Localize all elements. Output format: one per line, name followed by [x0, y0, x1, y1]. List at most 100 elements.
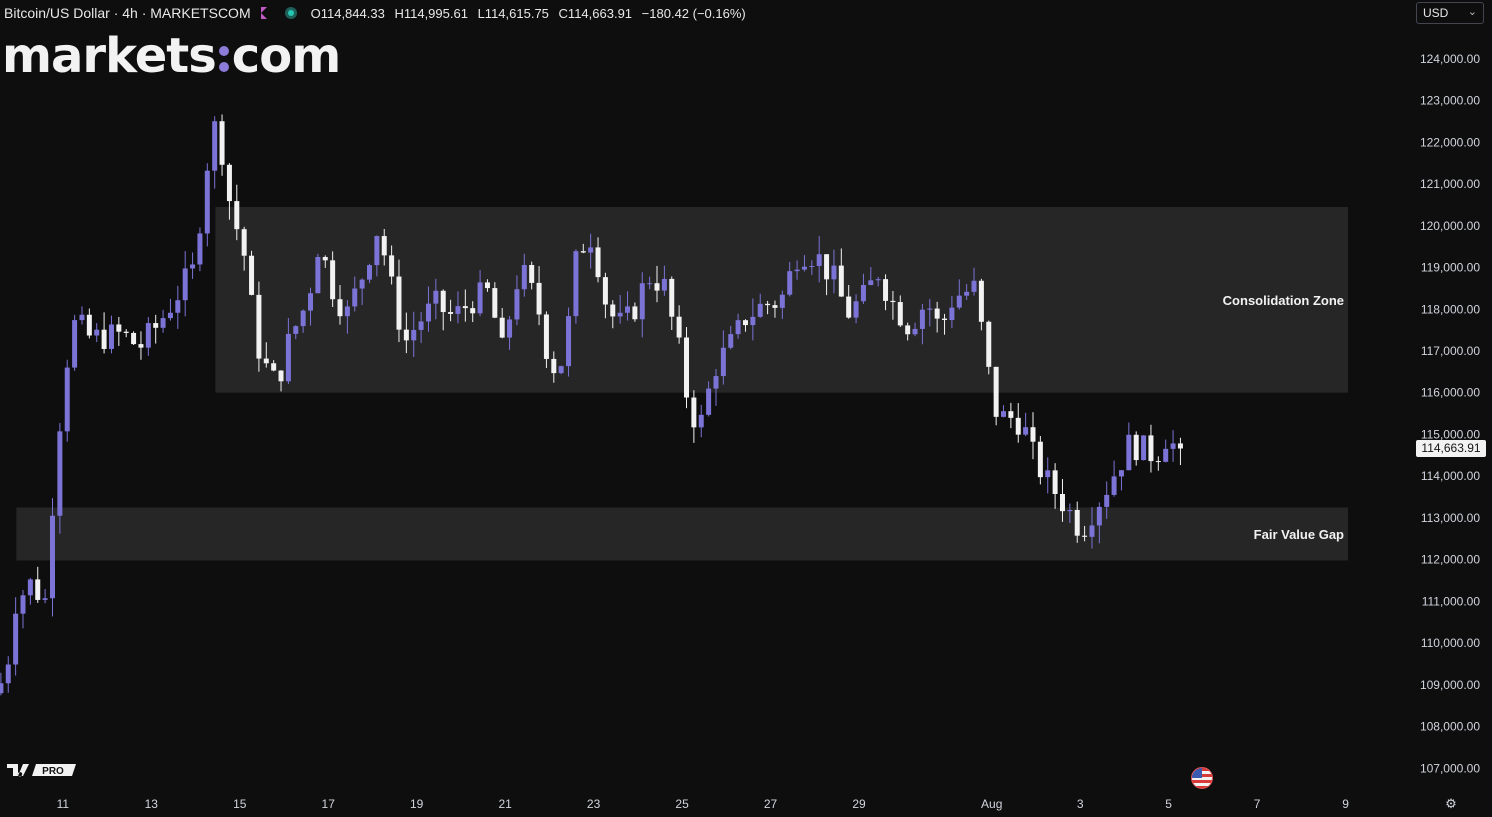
candle-body: [625, 306, 631, 313]
zone-1[interactable]: [16, 507, 1348, 561]
logo-colon-icon: [217, 44, 231, 74]
y-axis[interactable]: 124,000.00 123,000.00 122,000.00 121,000.00…: [1420, 52, 1480, 775]
close-value: C114,663.91: [558, 5, 633, 21]
candle-body: [794, 269, 800, 272]
open-value: O114,844.33: [310, 5, 385, 21]
tradingview-logo[interactable]: PRO: [6, 762, 76, 778]
x-tick-label: Aug: [981, 797, 1002, 811]
currency-select[interactable]: USD ⌄: [1416, 2, 1484, 24]
candle-body: [330, 260, 336, 300]
candle-body: [956, 295, 962, 308]
candle: [234, 184, 240, 241]
candle-body: [779, 294, 785, 308]
candle: [1118, 469, 1124, 491]
candle: [912, 322, 918, 337]
us-flag-icon[interactable]: [1191, 767, 1213, 789]
candle: [145, 316, 151, 356]
candle: [374, 235, 380, 277]
candle-body: [661, 278, 667, 291]
flag-icon[interactable]: [260, 7, 267, 19]
candle-body: [853, 301, 859, 318]
candle: [905, 322, 911, 341]
candle: [440, 289, 446, 331]
x-tick-label: 15: [233, 797, 247, 811]
candle-body: [42, 598, 48, 600]
candle: [543, 311, 549, 369]
candle: [964, 283, 970, 300]
candle-body: [639, 283, 645, 320]
candle: [595, 237, 601, 283]
candle: [1126, 422, 1132, 471]
candle-body: [226, 164, 232, 202]
candle: [263, 342, 269, 368]
candle-body: [366, 265, 372, 280]
candle: [691, 390, 697, 443]
symbol-title[interactable]: Bitcoin/US Dollar · 4h · MARKETSCOM: [4, 5, 251, 21]
candle-body: [64, 367, 70, 432]
candle-body: [787, 271, 793, 295]
y-tick-label: 121,000.00: [1420, 177, 1480, 191]
x-tick-label: 19: [410, 797, 424, 811]
candle: [330, 251, 336, 308]
x-tick-label: 21: [498, 797, 512, 811]
candle-body: [293, 326, 299, 334]
candle: [1111, 460, 1117, 497]
candle-body: [123, 331, 129, 333]
candle: [131, 331, 137, 345]
candle-body: [595, 247, 601, 278]
candle: [1074, 501, 1080, 543]
candle: [625, 291, 631, 321]
candle-body: [897, 302, 903, 326]
market-status-icon[interactable]: [284, 7, 297, 19]
candle-body: [588, 247, 594, 253]
candle: [617, 294, 623, 324]
candle-body: [986, 321, 992, 367]
candle-body: [691, 397, 697, 428]
y-tick-label: 112,000.00: [1421, 553, 1480, 567]
candle: [978, 278, 984, 331]
candle: [868, 267, 874, 286]
candle: [411, 311, 417, 357]
settings-icon[interactable]: ⚙: [1445, 796, 1457, 811]
candle: [94, 323, 100, 343]
candle: [971, 267, 977, 296]
candle: [470, 301, 476, 323]
candle-body: [514, 289, 520, 320]
candle-body: [344, 306, 350, 317]
candle: [1045, 457, 1051, 494]
candle: [1148, 424, 1154, 473]
candle-body: [742, 320, 748, 326]
candle: [860, 273, 866, 304]
candle: [285, 318, 291, 385]
candle: [278, 370, 284, 392]
candle: [551, 351, 557, 383]
candle: [249, 250, 255, 296]
candle-body: [153, 323, 159, 328]
x-tick-label: 27: [764, 797, 778, 811]
candle-body: [1133, 434, 1139, 461]
x-axis[interactable]: 11 13 15 17 19 21 23 25 27 29 Aug 3 5 7 9: [57, 797, 1350, 811]
candle-body: [79, 314, 85, 321]
x-tick-label: 13: [145, 797, 159, 811]
candle: [241, 226, 247, 271]
candle: [492, 282, 498, 319]
candle: [271, 360, 277, 372]
candle-body: [654, 283, 660, 291]
candle: [308, 287, 314, 326]
candle-body: [1126, 434, 1132, 471]
candle-body: [403, 329, 409, 341]
candle-body: [285, 333, 291, 382]
candle: [396, 259, 402, 343]
candle-body: [108, 324, 114, 349]
candle-body: [1111, 476, 1117, 495]
candle: [588, 233, 594, 269]
candle: [108, 315, 114, 354]
candle: [890, 290, 896, 320]
candle: [425, 286, 431, 332]
candle-body: [860, 285, 866, 302]
candle-body: [315, 256, 321, 294]
candle: [713, 368, 719, 406]
candle-body: [868, 280, 874, 286]
